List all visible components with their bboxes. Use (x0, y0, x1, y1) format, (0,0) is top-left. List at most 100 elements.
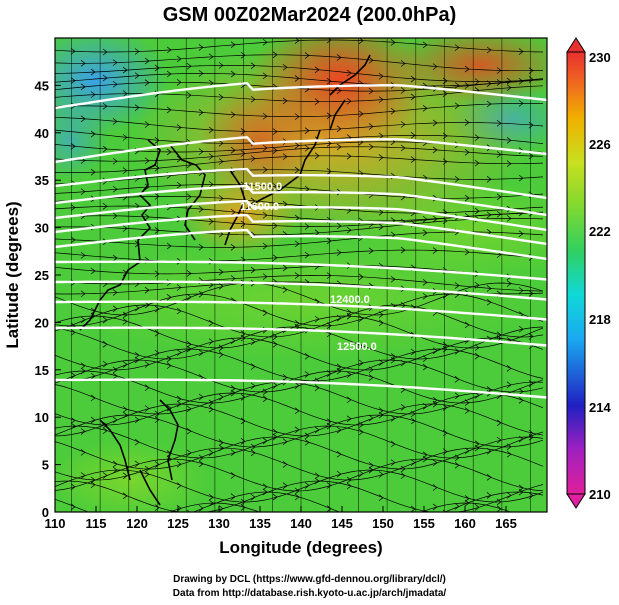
wind-arrow (272, 254, 278, 262)
wind-arrow (176, 460, 182, 468)
wind-arrow (432, 484, 438, 491)
wind-arrow (112, 372, 118, 380)
wind-arrow (304, 352, 310, 360)
wind-arrow (400, 60, 406, 67)
wind-arrow (506, 365, 512, 372)
wind-arrow (250, 266, 256, 274)
x-axis-label: Longitude (degrees) (219, 538, 382, 557)
x-tick-label: 145 (331, 516, 353, 531)
wind-arrow (368, 247, 374, 255)
colorbar-bottom-arrow (566, 493, 586, 509)
wind-arrow (496, 193, 502, 201)
wind-arrow (464, 447, 470, 455)
wind-arrow (422, 105, 428, 112)
wind-arrow (198, 349, 204, 357)
wind-arrow (326, 322, 332, 329)
wind-arrow (90, 481, 96, 489)
wind-arrow (432, 215, 438, 223)
wind-arrow (294, 426, 300, 434)
wind-arrow (496, 436, 502, 444)
wind-arrow (134, 416, 140, 424)
wind-arrow (304, 482, 310, 489)
wind-streamline (55, 414, 544, 448)
wind-arrow (282, 264, 288, 272)
wind-arrow (294, 407, 300, 415)
wind-arrow (378, 209, 384, 216)
wind-arrow (240, 52, 246, 59)
wind-arrow (486, 298, 492, 306)
wind-arrow (144, 405, 150, 412)
wind-arrow (122, 472, 128, 480)
wind-arrow (314, 152, 320, 160)
wind-arrow (198, 243, 204, 251)
wind-arrow (102, 203, 108, 210)
wind-arrow (358, 470, 364, 477)
wind-arrow (262, 166, 268, 174)
wind-arrow (198, 460, 204, 468)
wind-arrow (422, 279, 428, 286)
wind-arrow (314, 66, 320, 74)
wind-arrow (240, 504, 246, 511)
wind-arrow (134, 104, 140, 111)
wind-arrow (250, 382, 256, 390)
wind-arrow (262, 112, 268, 120)
wind-arrow (230, 41, 236, 48)
wind-arrow (186, 270, 192, 277)
wind-arrow (378, 154, 384, 161)
wind-arrow (336, 249, 342, 256)
x-tick-label: 155 (413, 516, 435, 531)
wind-arrow (122, 492, 128, 500)
height-contour (55, 300, 547, 321)
x-tick-label: 110 (45, 516, 66, 531)
wind-arrow (272, 340, 278, 348)
wind-arrow (432, 503, 438, 511)
y-tick-label: 0 (42, 505, 49, 520)
wind-arrow (208, 181, 214, 188)
wind-arrow (474, 134, 480, 141)
wind-arrow (186, 345, 192, 353)
wind-arrow (240, 498, 246, 506)
wind-arrow (272, 382, 278, 389)
wind-arrow (154, 461, 160, 468)
wind-arrow (218, 62, 224, 69)
y-axis-label: Latitude (degrees) (3, 201, 22, 348)
wind-streamline (55, 218, 544, 236)
wind-arrow (262, 38, 268, 46)
wind-arrow (90, 168, 96, 176)
wind-arrow (422, 215, 428, 223)
wind-arrow (282, 97, 288, 105)
wind-streamline (55, 436, 544, 470)
wind-arrow (358, 110, 364, 118)
wind-arrow (250, 363, 256, 370)
wind-arrow (80, 316, 86, 324)
wind-arrow (314, 229, 320, 237)
wind-arrow (70, 47, 76, 55)
wind-arrow (198, 148, 204, 155)
wind-arrow (112, 416, 118, 424)
contour-label-12500: 12500.0 (337, 341, 377, 353)
wind-arrow (208, 126, 214, 134)
wind-arrow (90, 394, 96, 402)
wind-arrow (198, 290, 204, 298)
wind-arrow (154, 137, 160, 144)
wind-arrow (282, 482, 288, 489)
wind-arrow (390, 356, 396, 364)
wind-arrow (198, 44, 204, 51)
wind-arrow (358, 428, 364, 436)
wind-arrow (122, 134, 128, 141)
wind-arrow (198, 205, 204, 213)
wind-arrow (134, 352, 140, 359)
wind-arrow (304, 432, 310, 440)
wind-arrow (80, 290, 86, 298)
wind-arrow (240, 128, 246, 135)
wind-arrow (294, 142, 300, 149)
wind-arrow (454, 503, 460, 510)
wind-arrow (474, 207, 480, 215)
wind-arrow (326, 482, 332, 489)
wind-arrow (218, 505, 224, 512)
wind-arrow (112, 460, 118, 468)
wind-arrow (250, 95, 256, 103)
wind-arrow (282, 374, 288, 381)
wind-arrow (464, 248, 470, 256)
wind-arrow (464, 82, 470, 89)
